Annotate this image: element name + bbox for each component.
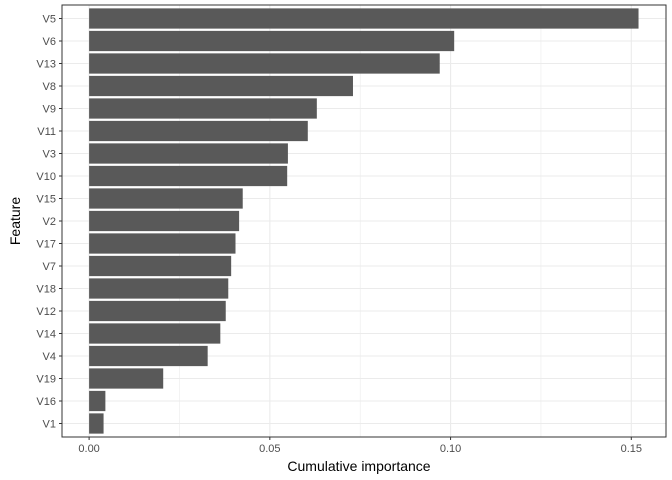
y-tick-label: V17 bbox=[36, 239, 56, 251]
y-tick-label: V11 bbox=[37, 126, 56, 138]
bar-v7 bbox=[89, 255, 232, 277]
bar-v3 bbox=[89, 143, 288, 164]
y-tick-label: V16 bbox=[36, 396, 56, 408]
bar-v9 bbox=[89, 98, 317, 119]
x-axis-title: Cumulative importance bbox=[287, 458, 430, 474]
bar-v13 bbox=[89, 53, 440, 74]
bars bbox=[89, 8, 639, 434]
y-tick-label: V18 bbox=[36, 284, 56, 296]
y-tick-label: V3 bbox=[43, 149, 56, 161]
bar-v8 bbox=[89, 75, 353, 97]
y-tick-label: V5 bbox=[43, 14, 56, 26]
bar-v17 bbox=[89, 233, 236, 254]
bar-v18 bbox=[89, 278, 229, 299]
bar-v10 bbox=[89, 165, 288, 187]
x-tick-label: 0.05 bbox=[259, 443, 280, 455]
y-axis: V5 V6 V13 V8 V9 V11 V3 V10 V15 V2 V17 V7 V18 V12 V14 V4… bbox=[36, 14, 62, 431]
y-tick-label: V12 bbox=[36, 306, 56, 318]
y-tick-label: V9 bbox=[43, 104, 56, 116]
y-tick-label: V6 bbox=[43, 36, 56, 48]
bar-v1 bbox=[89, 413, 104, 434]
y-tick-label: V15 bbox=[36, 194, 56, 206]
y-tick-label: V14 bbox=[36, 329, 56, 341]
y-axis-title: Feature bbox=[7, 197, 23, 245]
bar-v15 bbox=[89, 188, 243, 209]
y-tick-label: V19 bbox=[36, 374, 56, 386]
bar-v19 bbox=[89, 368, 164, 389]
x-tick-label: 0.00 bbox=[78, 443, 99, 455]
y-tick-label: V8 bbox=[43, 81, 56, 93]
bar-v14 bbox=[89, 323, 221, 344]
y-tick-label: V4 bbox=[43, 351, 56, 363]
x-tick-label: 0.10 bbox=[440, 443, 461, 455]
bar-v11 bbox=[89, 120, 308, 142]
bar-v5 bbox=[89, 8, 639, 29]
x-axis: 0.00 0.05 0.10 0.15 bbox=[78, 437, 642, 455]
y-tick-label: V1 bbox=[43, 419, 56, 431]
x-tick-label: 0.15 bbox=[621, 443, 642, 455]
y-tick-label: V7 bbox=[43, 261, 56, 273]
bar-v2 bbox=[89, 210, 240, 232]
bar-v16 bbox=[89, 390, 106, 412]
bar-v12 bbox=[89, 300, 226, 322]
bar-v4 bbox=[89, 345, 208, 367]
y-tick-label: V2 bbox=[43, 216, 56, 228]
y-tick-label: V10 bbox=[36, 171, 56, 183]
bar-v6 bbox=[89, 30, 455, 52]
y-tick-label: V13 bbox=[36, 59, 56, 71]
